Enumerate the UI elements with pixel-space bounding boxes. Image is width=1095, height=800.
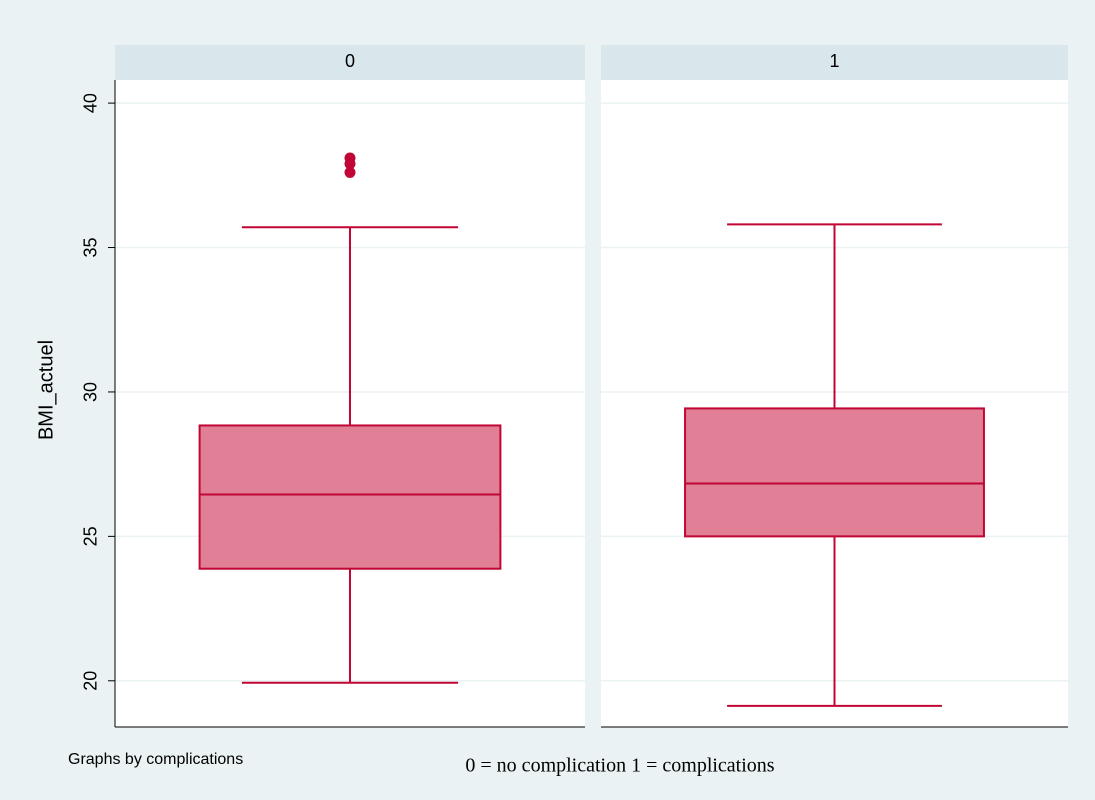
y-tick-label: 30 bbox=[81, 382, 101, 402]
y-tick-label: 20 bbox=[81, 671, 101, 691]
y-axis-label: BMI_actuel bbox=[35, 340, 57, 440]
note: Graphs by complications bbox=[68, 751, 243, 768]
panel-title: 0 bbox=[345, 51, 355, 71]
panel-header bbox=[115, 45, 585, 80]
outlier bbox=[344, 166, 356, 178]
panel-title: 1 bbox=[829, 51, 839, 71]
y-tick-label: 25 bbox=[81, 526, 101, 546]
annotation: 0 = no complication 1 = complications bbox=[465, 755, 774, 777]
box bbox=[198, 424, 502, 570]
panel-header bbox=[601, 45, 1068, 80]
y-tick-label: 40 bbox=[81, 93, 101, 113]
box bbox=[684, 407, 985, 538]
outlier bbox=[344, 158, 356, 170]
y-tick-label: 35 bbox=[81, 238, 101, 258]
